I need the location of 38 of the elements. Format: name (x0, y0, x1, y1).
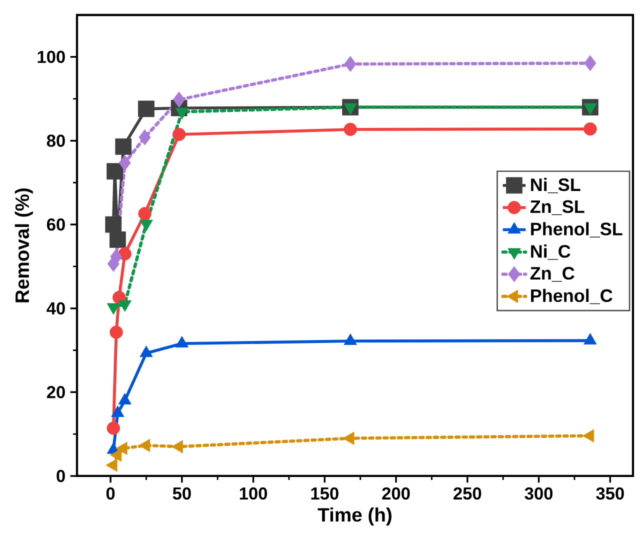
y-tick-label: 40 (46, 302, 65, 314)
x-tick-label: 150 (311, 487, 338, 500)
point (110, 326, 123, 339)
y-tick-label: 20 (46, 386, 65, 398)
x-tick-label: 100 (240, 487, 268, 500)
x-tick-label: 350 (596, 487, 624, 500)
y-axis-title: Removal (%) (14, 188, 33, 302)
legend-label: Zn_C (530, 266, 574, 282)
point (106, 163, 124, 180)
point (138, 100, 154, 118)
x-tick-label: 200 (382, 487, 410, 500)
point (584, 122, 597, 136)
point (106, 422, 120, 435)
point (344, 56, 356, 72)
x-tick-label: 0 (106, 487, 115, 500)
point (173, 92, 186, 108)
point (109, 231, 126, 248)
y-tick-label: 0 (56, 470, 65, 482)
x-axis-title: Time (h) (318, 507, 392, 526)
y-tick-label: 80 (46, 134, 65, 147)
legend-label: Ni_SL (531, 178, 580, 194)
y-tick-label: 100 (38, 50, 65, 64)
point (584, 55, 596, 72)
legend-label: Ni_C (531, 244, 570, 260)
point (138, 207, 152, 220)
point (115, 138, 132, 155)
point (105, 216, 122, 233)
point (138, 129, 151, 146)
y-tick-label: 60 (46, 218, 65, 231)
point (172, 128, 186, 142)
legend-label: Zn_SL (530, 200, 584, 216)
legend-label: Phenol_C (531, 288, 612, 304)
point (118, 155, 131, 171)
x-tick-label: 250 (454, 487, 482, 500)
x-tick-label: 50 (172, 487, 191, 500)
legend-label: Phenol_SL (531, 222, 622, 238)
x-tick-label: 300 (524, 487, 553, 500)
point (344, 122, 357, 136)
